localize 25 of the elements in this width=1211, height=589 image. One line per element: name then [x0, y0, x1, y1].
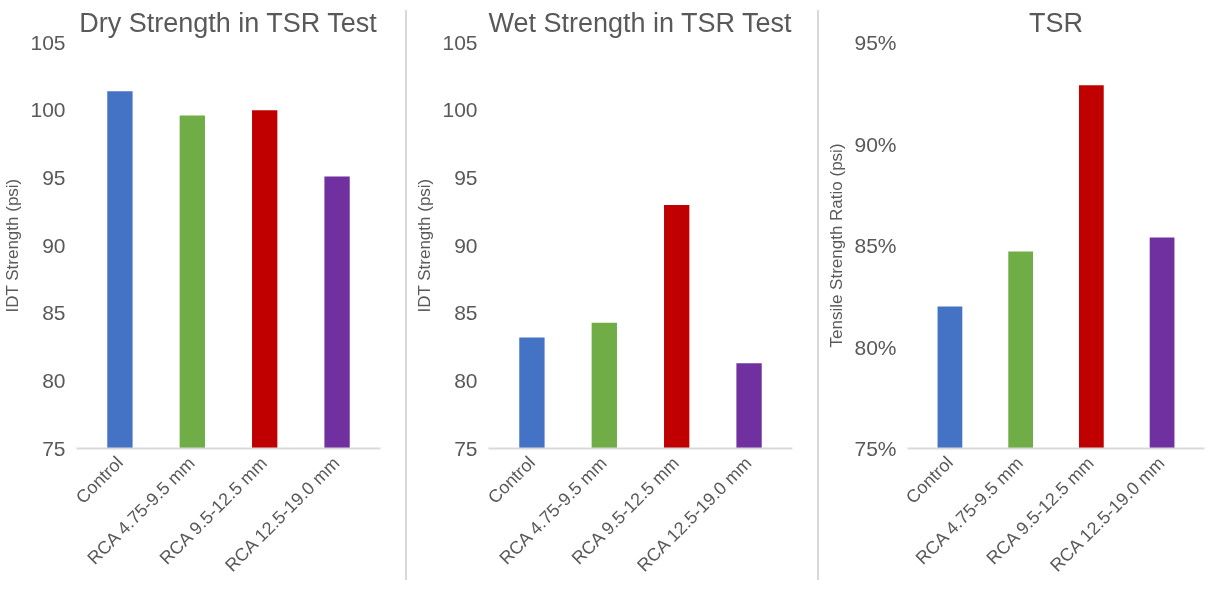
- chart-title: TSR: [1029, 7, 1083, 38]
- y-tick-label: 75: [454, 436, 478, 460]
- y-tick-label: 105: [30, 30, 66, 54]
- y-axis-title: IDT Strength (psi): [415, 178, 435, 313]
- y-tick-label: 95%: [854, 31, 897, 54]
- y-tick-label: 90%: [854, 132, 897, 156]
- y-tick-label: 80%: [854, 335, 897, 359]
- y-tick-label: 75: [42, 436, 66, 460]
- y-tick-label: 90: [42, 233, 66, 257]
- y-tick-label: 90: [454, 233, 478, 257]
- chart-title: Wet Strength in TSR Test: [488, 7, 793, 38]
- y-tick-label: 75%: [854, 437, 897, 460]
- y-tick-label: 85: [454, 301, 478, 325]
- y-tick-label: 95: [42, 165, 66, 189]
- y-tick-label: 85: [42, 301, 66, 325]
- y-tick-label: 80: [42, 368, 66, 392]
- y-axis-title: IDT Strength (psi): [3, 178, 23, 313]
- chart-title: Dry Strength in TSR Test: [79, 7, 378, 38]
- y-tick-label: 105: [442, 30, 478, 54]
- y-axis-title: Tensile Strength Ratio (psi): [827, 143, 847, 348]
- y-tick-label: 100: [442, 98, 478, 122]
- y-tick-label: 80: [454, 368, 478, 392]
- y-tick-label: 100: [30, 98, 66, 122]
- y-tick-label: 85%: [854, 234, 897, 257]
- y-tick-label: 95: [454, 165, 478, 189]
